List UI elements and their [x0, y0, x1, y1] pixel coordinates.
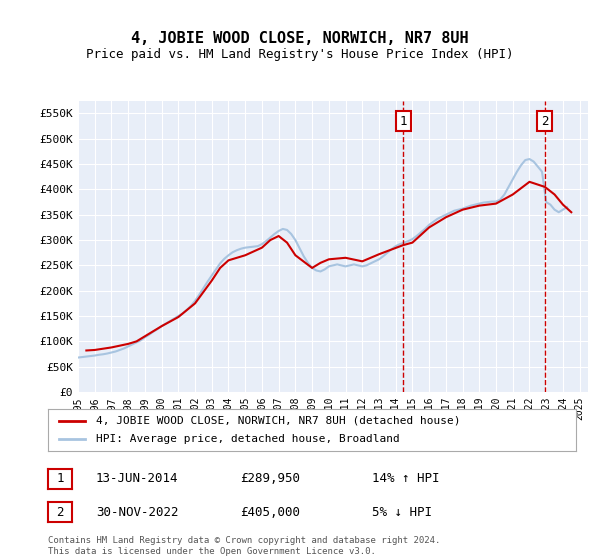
Text: £405,000: £405,000 [240, 506, 300, 519]
Text: 1: 1 [400, 115, 407, 128]
Text: 4, JOBIE WOOD CLOSE, NORWICH, NR7 8UH (detached house): 4, JOBIE WOOD CLOSE, NORWICH, NR7 8UH (d… [95, 416, 460, 426]
Text: 2: 2 [541, 115, 548, 128]
Text: Price paid vs. HM Land Registry's House Price Index (HPI): Price paid vs. HM Land Registry's House … [86, 48, 514, 60]
Text: 2: 2 [56, 506, 64, 519]
Text: 1: 1 [56, 472, 64, 486]
Text: 30-NOV-2022: 30-NOV-2022 [96, 506, 179, 519]
Text: 5% ↓ HPI: 5% ↓ HPI [372, 506, 432, 519]
Text: HPI: Average price, detached house, Broadland: HPI: Average price, detached house, Broa… [95, 434, 399, 444]
Text: 4, JOBIE WOOD CLOSE, NORWICH, NR7 8UH: 4, JOBIE WOOD CLOSE, NORWICH, NR7 8UH [131, 31, 469, 46]
Text: 13-JUN-2014: 13-JUN-2014 [96, 472, 179, 486]
Text: 14% ↑ HPI: 14% ↑ HPI [372, 472, 439, 486]
Text: Contains HM Land Registry data © Crown copyright and database right 2024.
This d: Contains HM Land Registry data © Crown c… [48, 536, 440, 556]
Text: £289,950: £289,950 [240, 472, 300, 486]
